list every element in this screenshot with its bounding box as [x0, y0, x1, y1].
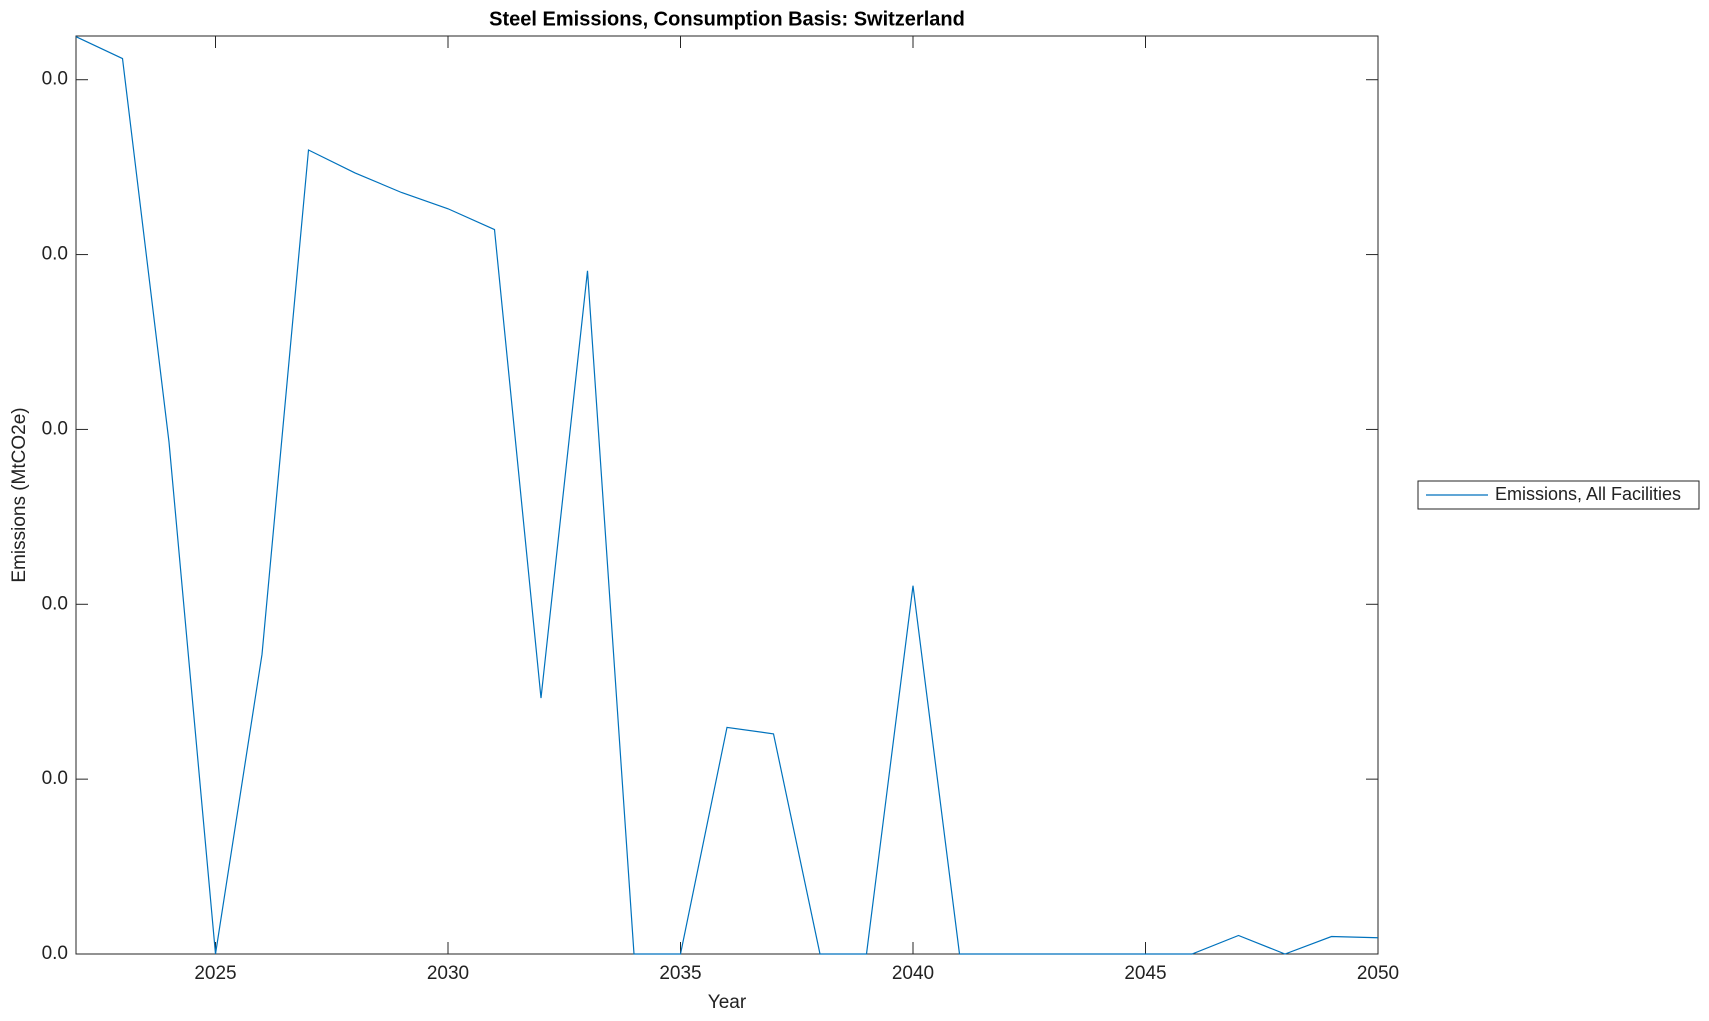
y-tick-label: 0.0: [42, 418, 68, 439]
x-tick-label: 2045: [1124, 963, 1166, 984]
y-tick-label: 0.0: [42, 768, 68, 789]
x-tick-label: 2050: [1357, 963, 1399, 984]
plot-frame: [75, 35, 1379, 955]
x-tick-label: 2040: [892, 963, 934, 984]
chart-title: Steel Emissions, Consumption Basis: Swit…: [489, 8, 965, 30]
x-axis-label: Year: [708, 992, 747, 1013]
y-tick-label: 0.0: [42, 244, 68, 265]
y-tick-label: 0.0: [42, 69, 68, 90]
x-tick-label: 2035: [659, 963, 701, 984]
y-tick-label: 0.0: [42, 943, 68, 964]
x-tick-label: 2030: [427, 963, 469, 984]
x-tick-label: 2025: [194, 963, 236, 984]
data-line: [75, 36, 1379, 955]
y-tick-label: 0.0: [42, 593, 68, 614]
legend-label: Emissions, All Facilities: [1495, 484, 1681, 504]
y-axis-label: Emissions (MtCO2e): [9, 407, 30, 582]
